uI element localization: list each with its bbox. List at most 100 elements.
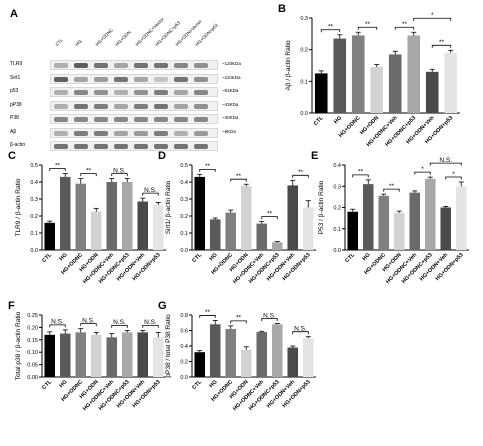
significance-label: ** <box>267 210 273 217</box>
significance-bracket <box>292 174 309 178</box>
y-tick-label: 0.15 <box>27 338 38 344</box>
significance-bracket <box>199 315 216 318</box>
blot-band <box>134 117 148 122</box>
significance-bracket <box>142 192 159 196</box>
panel-label: F <box>8 300 15 312</box>
blot-band <box>94 103 108 109</box>
blot-mw-label: ~110KDa <box>222 74 241 80</box>
bar <box>425 71 439 113</box>
blot-row <box>50 114 218 124</box>
bar <box>302 338 314 377</box>
blot-band <box>194 90 208 95</box>
blot-mw-label: ~40KDa <box>222 115 239 120</box>
blot-band <box>114 117 128 122</box>
blot-row <box>50 73 218 84</box>
blot-row <box>50 141 218 151</box>
bar <box>424 178 436 250</box>
bar <box>407 35 421 113</box>
bar <box>256 332 268 377</box>
bar <box>409 192 421 250</box>
y-tick-label: 0.4 <box>30 180 38 186</box>
blot-protein-label: P38 <box>10 115 19 121</box>
panel-label: G <box>158 300 167 312</box>
y-tick-label: 0.0 <box>333 248 341 254</box>
x-tick-label: HG <box>333 115 343 125</box>
blot-band <box>114 103 128 109</box>
significance-bracket <box>230 178 247 182</box>
significance-label: N.S. <box>82 317 95 324</box>
blot-band <box>154 130 168 136</box>
blot-protein-label: Sirt1 <box>10 74 21 81</box>
significance-label: ** <box>205 309 211 316</box>
y-tick-label: 0.0 <box>300 111 308 117</box>
y-axis-label: pP38 / total P38 Ratio <box>165 314 172 378</box>
significance-label: ** <box>205 163 211 170</box>
bar <box>240 349 252 377</box>
significance-bracket <box>142 324 159 328</box>
blot-band <box>194 103 208 109</box>
blot-band <box>94 130 108 136</box>
y-tick-label: 0.3 <box>180 197 188 203</box>
y-axis-label: Total p38 / β-actin Ratio <box>15 311 22 380</box>
bar <box>440 207 452 250</box>
significance-label: ** <box>365 21 371 28</box>
blot-band <box>154 90 168 95</box>
bar <box>455 186 467 250</box>
y-tick-label: 0.4 <box>180 344 188 350</box>
blot-mw-label: ~43KDa <box>222 101 239 107</box>
y-tick-label: 0.0 <box>30 248 38 254</box>
significance-label: ** <box>439 39 445 46</box>
bar <box>444 52 458 113</box>
significance-label: ** <box>298 169 304 176</box>
blot-band <box>154 63 168 68</box>
bar <box>302 207 314 250</box>
blot-band <box>134 103 148 109</box>
panel-label: D <box>158 150 166 162</box>
significance-bracket <box>352 174 369 178</box>
bar <box>44 334 56 377</box>
blot-band <box>174 130 188 136</box>
significance-bracket <box>80 323 97 327</box>
significance-bracket <box>320 29 341 33</box>
bar <box>225 212 237 250</box>
significance-label: N.S. <box>263 312 276 319</box>
blot-band <box>174 117 188 122</box>
bar <box>121 332 133 377</box>
blot-band <box>134 76 148 82</box>
bar <box>314 73 328 113</box>
y-tick-label: 0.4 <box>333 163 341 169</box>
panel-label-a: A <box>10 8 18 20</box>
y-tick-label: 0.0 <box>180 375 188 381</box>
blot-band <box>74 103 88 109</box>
x-tick-label: HG <box>362 252 372 262</box>
bar <box>378 195 390 250</box>
significance-bracket <box>199 168 216 172</box>
bar <box>106 337 118 377</box>
y-tick-label: 0.2 <box>30 214 38 220</box>
blot-band <box>114 76 128 82</box>
significance-bracket <box>261 216 278 220</box>
blot-band <box>174 90 188 95</box>
bar <box>271 324 283 377</box>
blot-band <box>154 117 168 122</box>
blot-protein-label: p53 <box>10 88 19 94</box>
significance-label: ** <box>236 315 242 322</box>
blot-band <box>194 144 208 149</box>
blot-band <box>94 63 108 68</box>
y-tick-label: 0.1 <box>180 231 188 237</box>
y-tick-label: 0.2 <box>333 206 341 212</box>
blot-row <box>50 127 218 138</box>
bar <box>225 328 237 377</box>
bar <box>152 204 164 250</box>
y-tick-label: 0.00 <box>27 375 38 381</box>
y-axis-label: Sirt1/ β-actin Ratio <box>165 180 172 234</box>
blot-mw-label: ~5KDa <box>222 128 236 134</box>
y-tick-label: 0.0 <box>180 248 188 254</box>
significance-label: ** <box>389 183 395 190</box>
significance-label: ** <box>236 173 242 180</box>
blot-row <box>50 100 218 111</box>
y-tick-label: 0.2 <box>300 48 308 54</box>
y-tick-label: 0.10 <box>27 350 38 356</box>
